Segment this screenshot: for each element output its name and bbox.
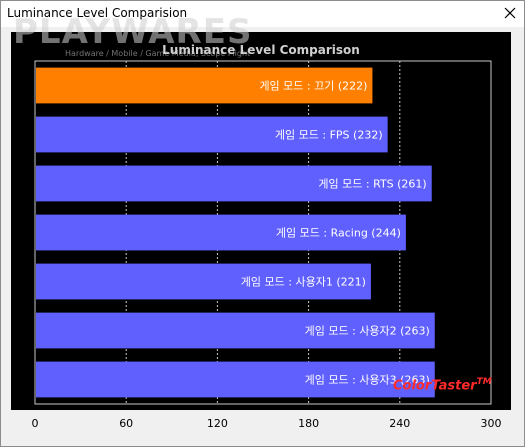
bar (36, 116, 388, 153)
bar (36, 214, 406, 251)
close-icon (504, 7, 516, 19)
x-tick-label: 120 (207, 417, 228, 430)
x-tick-label: 300 (481, 417, 502, 430)
title-bar: Luminance Level Comparision (1, 1, 524, 27)
bar-label: 게임 모드 : 사용자1 (221) (241, 276, 366, 289)
chart-title: Luminance Level Comparison (162, 43, 360, 57)
bar (36, 361, 435, 398)
bar-label: 게임 모드 : FPS (232) (275, 129, 383, 142)
x-tick-label: 0 (32, 417, 39, 430)
bar-label: 게임 모드 : 끄기 (222) (259, 80, 367, 93)
window-title: Luminance Level Comparision (7, 6, 188, 20)
bar-label: 게임 모드 : 사용자2 (263) (305, 325, 430, 338)
bar (36, 165, 432, 202)
brand-name: ColorTaster (393, 378, 477, 394)
x-tick-label: 240 (389, 417, 410, 430)
x-tick-label: 180 (298, 417, 319, 430)
close-button[interactable] (496, 1, 524, 25)
x-tick-label: 60 (119, 417, 133, 430)
bar (36, 312, 435, 349)
bar-label: 게임 모드 : 사용자3 (263) (305, 374, 430, 387)
colortaster-brand: ColorTasterTM (393, 377, 492, 393)
plot-frame (34, 60, 492, 405)
bar (36, 67, 373, 104)
bar-label: 게임 모드 : Racing (244) (276, 227, 401, 240)
bar-label: 게임 모드 : RTS (261) (318, 178, 426, 191)
brand-trademark: TM (476, 377, 492, 387)
bar (36, 263, 371, 300)
